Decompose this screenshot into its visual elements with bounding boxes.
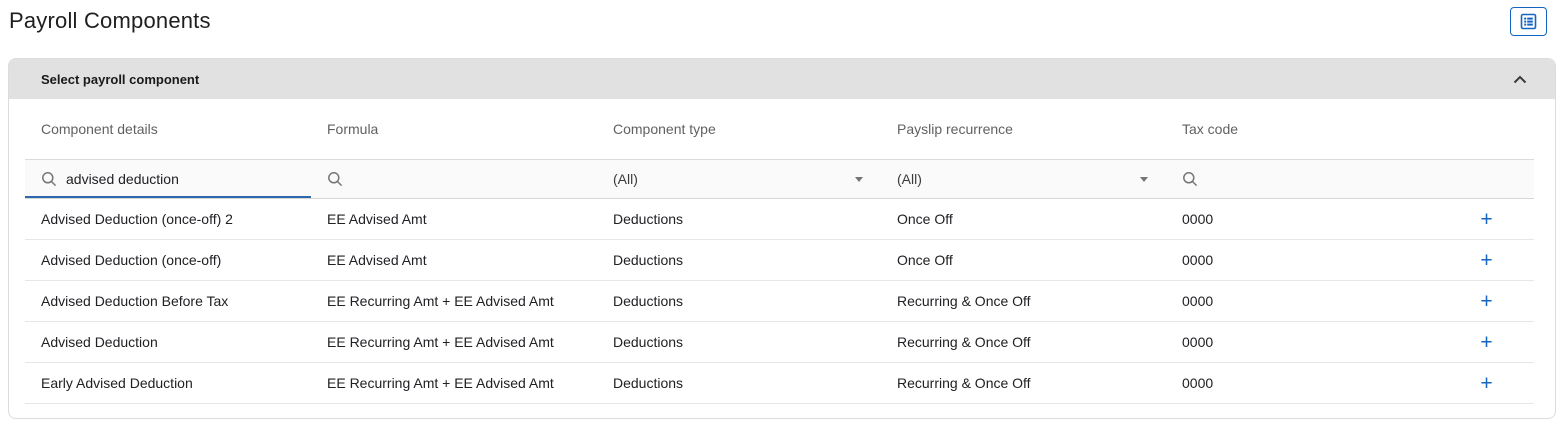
cell-actions: + (1461, 240, 1534, 280)
add-component-button[interactable]: + (1476, 250, 1496, 271)
column-header-formula: Formula (327, 121, 379, 137)
dropdown-arrow-icon (855, 176, 863, 182)
cell-component-details: Advised Deduction (once-off) (41, 252, 222, 268)
add-component-button[interactable]: + (1476, 373, 1496, 394)
add-component-button[interactable]: + (1476, 332, 1496, 353)
column-header-component-details: Component details (41, 121, 158, 137)
cell-actions: + (1461, 322, 1534, 362)
search-icon (41, 171, 57, 187)
column-header-component-type: Component type (613, 121, 716, 137)
filter-formula[interactable] (311, 160, 597, 198)
table-header-row: Component details Formula Component type… (25, 99, 1534, 159)
cell-formula: EE Recurring Amt + EE Advised Amt (327, 293, 554, 309)
cell-component-type: Deductions (613, 293, 684, 309)
filter-payslip-recurrence-value: (All) (897, 171, 922, 187)
add-component-button[interactable]: + (1476, 209, 1496, 230)
panel-title: Select payroll component (41, 71, 200, 87)
cell-formula: EE Recurring Amt + EE Advised Amt (327, 375, 554, 391)
cell-component-type: Deductions (613, 334, 684, 350)
column-header-actions (1461, 99, 1534, 159)
cell-tax-code: 0000 (1182, 211, 1214, 227)
filter-component-type-value: (All) (613, 171, 638, 187)
cell-component-details: Advised Deduction (once-off) 2 (41, 211, 233, 227)
filter-component-details-input[interactable] (66, 171, 299, 187)
filter-formula-input[interactable] (352, 171, 585, 187)
column-header-tax-code: Tax code (1182, 121, 1239, 137)
cell-payslip-recurrence: Once Off (897, 252, 953, 268)
filter-payslip-recurrence-dropdown[interactable]: (All) (881, 160, 1166, 198)
cell-tax-code: 0000 (1182, 334, 1214, 350)
table-filter-row: (All) (All) (25, 159, 1534, 199)
cell-formula: EE Advised Amt (327, 211, 427, 227)
cell-actions: + (1461, 363, 1534, 403)
filter-tax-code-input[interactable] (1207, 171, 1449, 187)
cell-component-details: Advised Deduction Before Tax (41, 293, 229, 309)
cell-payslip-recurrence: Recurring & Once Off (897, 293, 1031, 309)
cell-component-details: Advised Deduction (41, 334, 158, 350)
top-bar: Payroll Components (0, 0, 1564, 58)
cell-payslip-recurrence: Recurring & Once Off (897, 334, 1031, 350)
cell-tax-code: 0000 (1182, 375, 1214, 391)
chevron-up-icon[interactable] (1513, 75, 1527, 84)
filter-tax-code[interactable] (1166, 160, 1461, 198)
cell-tax-code: 0000 (1182, 293, 1214, 309)
table-row[interactable]: Early Advised Deduction EE Recurring Amt… (25, 363, 1534, 404)
table-row[interactable]: Advised Deduction Before Tax EE Recurrin… (25, 281, 1534, 322)
table-row[interactable]: Advised Deduction EE Recurring Amt + EE … (25, 322, 1534, 363)
cell-tax-code: 0000 (1182, 252, 1214, 268)
search-icon (1182, 171, 1198, 187)
panel-toggle-button[interactable] (1510, 7, 1547, 36)
search-icon (327, 171, 343, 187)
list-alt-icon (1520, 13, 1537, 30)
cell-formula: EE Advised Amt (327, 252, 427, 268)
cell-actions: + (1461, 281, 1534, 321)
column-header-payslip-recurrence: Payslip recurrence (897, 121, 1013, 137)
page-title: Payroll Components (9, 8, 211, 33)
table-row[interactable]: Advised Deduction (once-off) 2 EE Advise… (25, 199, 1534, 240)
dropdown-arrow-icon (1140, 176, 1148, 182)
panel-header[interactable]: Select payroll component (9, 59, 1555, 99)
cell-component-type: Deductions (613, 375, 684, 391)
cell-component-type: Deductions (613, 211, 684, 227)
filter-actions-cell (1461, 160, 1534, 198)
table-row[interactable]: Advised Deduction (once-off) EE Advised … (25, 240, 1534, 281)
select-payroll-component-panel: Select payroll component Component detai… (8, 58, 1556, 419)
cell-component-type: Deductions (613, 252, 684, 268)
panel-body: Component details Formula Component type… (9, 99, 1555, 404)
cell-component-details: Early Advised Deduction (41, 375, 193, 391)
filter-component-type-dropdown[interactable]: (All) (597, 160, 881, 198)
cell-payslip-recurrence: Recurring & Once Off (897, 375, 1031, 391)
cell-actions: + (1461, 199, 1534, 239)
cell-formula: EE Recurring Amt + EE Advised Amt (327, 334, 554, 350)
cell-payslip-recurrence: Once Off (897, 211, 953, 227)
add-component-button[interactable]: + (1476, 291, 1496, 312)
filter-component-details[interactable] (25, 160, 311, 198)
